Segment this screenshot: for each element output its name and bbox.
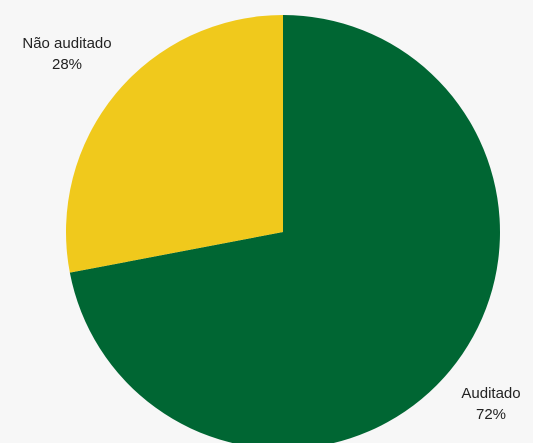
slice-label-nao-auditado-value: 28% — [52, 56, 82, 73]
slice-label-auditado-value: 72% — [476, 406, 506, 423]
pie-labels: Não auditado 28% Auditado 72% — [22, 35, 520, 423]
pie-slice-auditado — [69, 15, 500, 443]
pie-slices — [65, 15, 500, 443]
slice-label-nao-auditado-name: Não auditado — [22, 35, 111, 52]
pie-slice-n-o-auditado — [65, 15, 284, 273]
slice-label-auditado-name: Auditado — [461, 385, 520, 402]
